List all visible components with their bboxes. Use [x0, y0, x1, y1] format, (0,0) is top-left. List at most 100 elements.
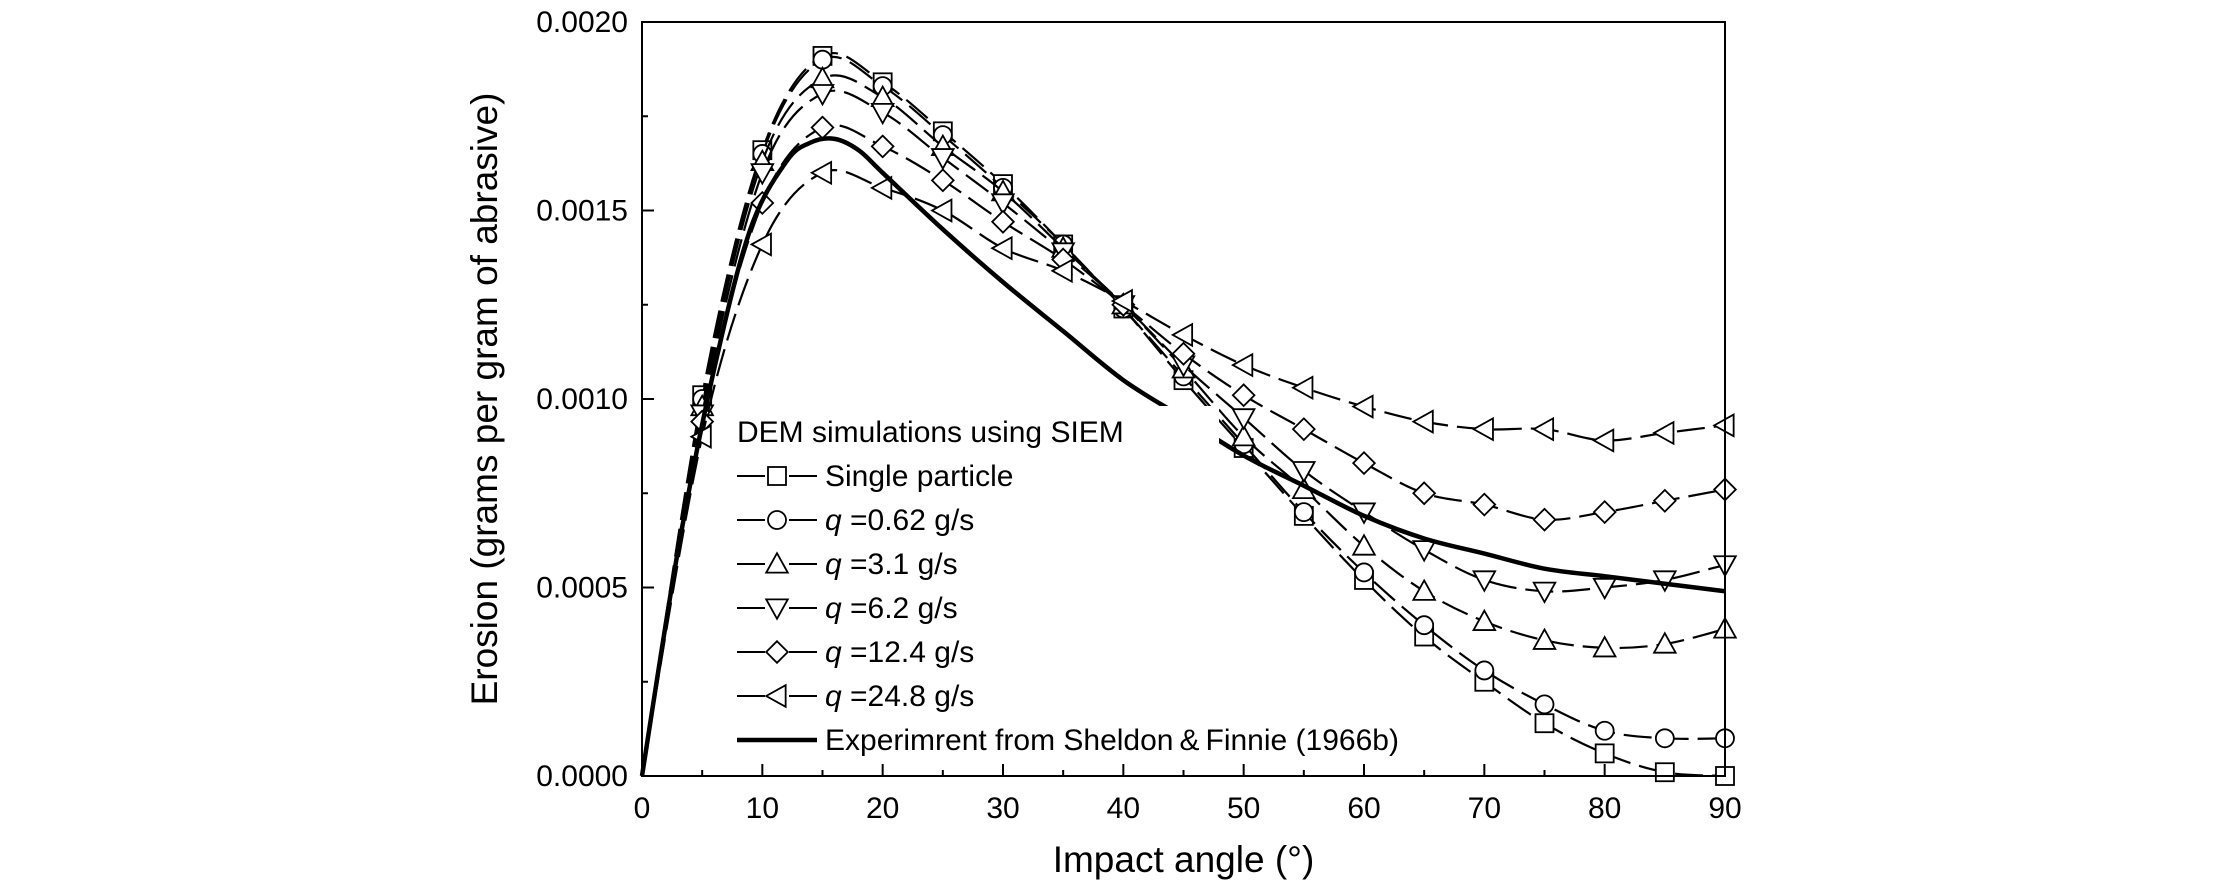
data-point	[810, 115, 835, 140]
data-point	[1594, 720, 1615, 741]
data-point	[749, 232, 772, 257]
legend-item: Experimrent from Sheldon & Finnie (1966b…	[737, 724, 1399, 757]
legend-variable: q	[825, 636, 842, 669]
legend-value: =12.4 g/s	[842, 636, 975, 669]
legend-value: Single particle	[825, 460, 1013, 493]
y-tick-label: 0.0010	[536, 383, 628, 416]
legend-label: q =12.4 g/s	[825, 636, 974, 669]
data-point	[1592, 428, 1615, 453]
data-point	[1170, 322, 1194, 348]
data-point	[1592, 500, 1617, 525]
data-point	[1351, 451, 1377, 476]
x-tick-label: 20	[866, 792, 899, 825]
data-point	[1351, 533, 1377, 556]
series-line	[640, 55, 1726, 777]
data-point	[1474, 660, 1495, 681]
legend-marker	[767, 510, 787, 530]
data-point	[1531, 416, 1555, 442]
data-point	[1472, 608, 1497, 631]
data-point	[1654, 728, 1675, 749]
x-tick-label: 60	[1347, 792, 1380, 825]
data-point	[1291, 461, 1317, 484]
data-point	[1354, 562, 1374, 583]
series-5	[640, 160, 1735, 777]
data-point	[1594, 743, 1615, 764]
legend-value: =0.62 g/s	[842, 504, 975, 537]
data-point	[1592, 635, 1617, 658]
y-tick-label: 0.0000	[536, 760, 628, 793]
legend-marker	[764, 551, 790, 574]
data-point	[1293, 502, 1314, 522]
legend-item: q =0.62 g/s	[737, 504, 974, 537]
data-point	[1411, 578, 1437, 601]
data-point	[1351, 394, 1374, 419]
data-point	[1471, 416, 1494, 442]
x-tick-label: 90	[1708, 792, 1741, 825]
data-point	[1414, 615, 1435, 636]
x-tick-label: 0	[634, 792, 651, 825]
data-point	[1231, 352, 1254, 378]
data-point	[1411, 409, 1434, 434]
legend-label: Single particle	[825, 460, 1013, 493]
data-point	[1652, 631, 1678, 654]
series-line	[639, 136, 1726, 777]
data-point	[1231, 424, 1256, 447]
data-point	[750, 163, 775, 186]
data-point	[1532, 627, 1557, 650]
legend-item: q =24.8 g/s	[737, 680, 974, 713]
legend-label: q =0.62 g/s	[825, 504, 974, 537]
x-tick-label: 10	[746, 792, 779, 825]
legend-label: q =24.8 g/s	[825, 680, 974, 713]
data-point	[1652, 488, 1677, 513]
legend-marker	[764, 639, 790, 665]
legend-variable: q	[825, 680, 842, 713]
data-point	[809, 160, 833, 186]
data-point	[990, 193, 1016, 216]
data-point	[1171, 341, 1196, 366]
x-tick-label: 40	[1107, 792, 1140, 825]
data-point	[990, 209, 1016, 234]
data-point	[810, 84, 835, 107]
data-point	[1592, 577, 1617, 601]
x-tick-label: 80	[1588, 792, 1621, 825]
x-axis-title: Impact angle (°)	[1053, 839, 1315, 880]
data-point	[930, 168, 955, 193]
legend-variable: q	[825, 548, 842, 581]
data-point	[870, 175, 893, 201]
data-point	[870, 102, 895, 126]
data-point	[1291, 375, 1314, 401]
data-point	[1472, 570, 1497, 593]
legend-item: q =6.2 g/s	[737, 592, 958, 625]
data-point	[1291, 417, 1316, 442]
legend-label: Experimrent from Sheldon & Finnie (1966b…	[825, 724, 1399, 757]
legend-variable: q	[825, 504, 842, 537]
data-point	[1532, 581, 1557, 604]
legend-marker	[767, 466, 787, 486]
legend-marker	[764, 598, 790, 621]
data-point	[1110, 288, 1133, 314]
legend-label: q =6.2 g/s	[825, 592, 958, 625]
legend-value: =6.2 g/s	[842, 592, 958, 625]
legend-item: Single particle	[737, 460, 1013, 493]
data-point	[1712, 413, 1735, 438]
data-point	[930, 198, 953, 223]
x-tick-label: 30	[986, 792, 1019, 825]
data-point	[1654, 762, 1675, 783]
data-point	[1411, 540, 1437, 563]
x-tick-label: 50	[1227, 792, 1260, 825]
legend-value: Experimrent from Sheldon & Finnie (1966b…	[825, 724, 1399, 757]
plot-frame	[641, 21, 1726, 777]
data-point	[1534, 713, 1555, 734]
legend-item: q =12.4 g/s	[737, 636, 974, 669]
data-point	[1472, 492, 1497, 517]
legend-title: DEM simulations using SIEM	[737, 416, 1124, 449]
x-tick-label: 70	[1468, 792, 1501, 825]
series-6	[639, 136, 1726, 777]
legend-value: =24.8 g/s	[842, 680, 975, 713]
axes: 0 10 20 30 40 50 60 70 80 90 0.0000 0.0005 0.0010 0.0…	[536, 6, 1741, 825]
legend-label: q =3.1 g/s	[825, 548, 958, 581]
data-point	[1412, 481, 1437, 506]
legend-value: =3.1 g/s	[842, 548, 958, 581]
data-point	[1231, 408, 1256, 431]
